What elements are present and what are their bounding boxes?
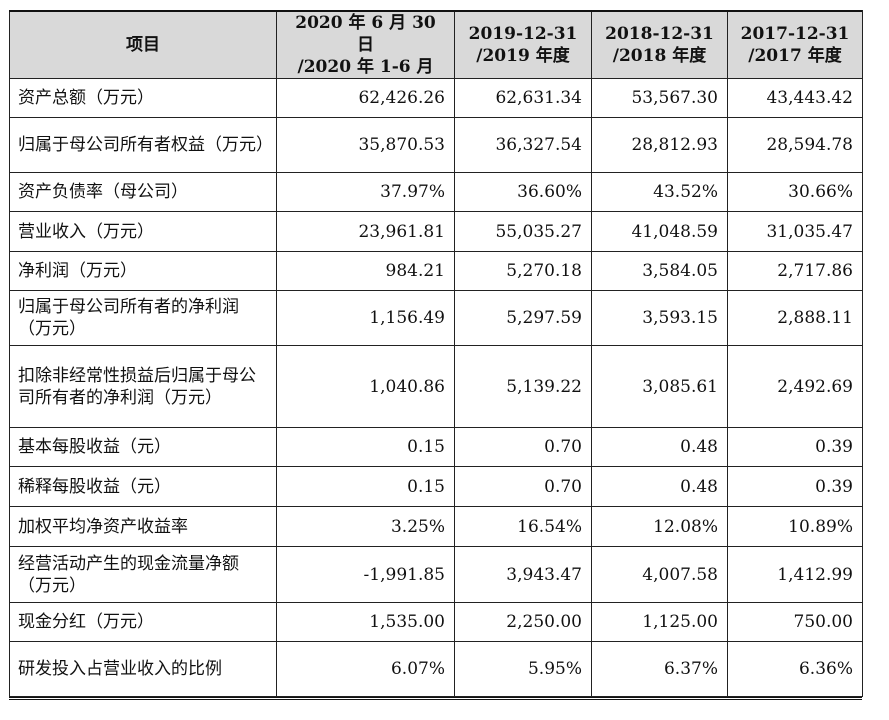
row-label: 归属于母公司所有者权益（万元） [9,117,277,173]
cell-value: 16.54% [454,506,592,547]
cell-value: 3,085.61 [591,345,728,428]
cell-value: 1,125.00 [591,602,728,642]
cell-value: 41,048.59 [591,211,728,252]
row-label: 基本每股收益（元） [9,427,277,467]
header-2017-line1: 2017-12-31 [740,23,850,44]
cell-value: 0.15 [276,466,455,507]
cell-value: 43,443.42 [727,78,863,118]
row-label: 归属于母公司所有者的净利润（万元） [9,290,277,346]
cell-value: 1,040.86 [276,345,455,428]
table-row: 经营活动产生的现金流量净额（万元） -1,991.85 3,943.47 4,0… [9,546,863,603]
cell-value: 53,567.30 [591,78,728,118]
table-row: 基本每股收益（元） 0.15 0.70 0.48 0.39 [9,427,863,467]
table-row: 加权平均净资产收益率 3.25% 16.54% 12.08% 10.89% [9,506,863,547]
table-row: 净利润（万元） 984.21 5,270.18 3,584.05 2,717.8… [9,251,863,291]
table-row: 资产总额（万元） 62,426.26 62,631.34 53,567.30 4… [9,78,863,118]
row-label: 经营活动产生的现金流量净额（万元） [9,546,277,603]
cell-value: 2,492.69 [727,345,863,428]
cell-value: 0.48 [591,466,728,507]
row-label: 净利润（万元） [9,251,277,291]
cell-value: 62,631.34 [454,78,592,118]
cell-value: 1,156.49 [276,290,455,346]
cell-value: 5,270.18 [454,251,592,291]
cell-value: 1,535.00 [276,602,455,642]
row-label: 营业收入（万元） [9,211,277,252]
cell-value: 4,007.58 [591,546,728,603]
header-item-text: 项目 [126,34,160,55]
header-2020h1: 2020 年 6 月 30 日 /2020 年 1-6 月 [276,10,455,79]
cell-value: 3.25% [276,506,455,547]
cell-value: 0.48 [591,427,728,467]
cell-value: 5,139.22 [454,345,592,428]
cell-value: 30.66% [727,172,863,212]
table-row: 归属于母公司所有者权益（万元） 35,870.53 36,327.54 28,8… [9,117,863,173]
header-2018-line1: 2018-12-31 [605,23,714,44]
cell-value: 3,584.05 [591,251,728,291]
cell-value: 0.70 [454,427,592,467]
cell-value: 0.39 [727,466,863,507]
cell-value: 35,870.53 [276,117,455,173]
table-header: 项目 2020 年 6 月 30 日 /2020 年 1-6 月 2019-12… [9,10,863,79]
header-2020h1-line1: 2020 年 6 月 30 日 [295,12,436,55]
cell-value: 750.00 [727,602,863,642]
header-2017-line2: /2017 年度 [748,45,842,66]
cell-value: 28,812.93 [591,117,728,173]
cell-value: 36,327.54 [454,117,592,173]
header-2019-line1: 2019-12-31 [468,23,578,44]
cell-value: 6.36% [727,641,863,697]
header-2018: 2018-12-31 /2018 年度 [591,10,728,79]
cell-value: 6.37% [591,641,728,697]
cell-value: 3,943.47 [454,546,592,603]
row-label: 稀释每股收益（元） [9,466,277,507]
cell-value: 0.15 [276,427,455,467]
financial-summary-table-wrapper: 项目 2020 年 6 月 30 日 /2020 年 1-6 月 2019-12… [9,10,863,697]
row-label: 加权平均净资产收益率 [9,506,277,547]
cell-value: 23,961.81 [276,211,455,252]
cell-value: 5.95% [454,641,592,697]
cell-value: 10.89% [727,506,863,547]
cell-value: 28,594.78 [727,117,863,173]
cell-value: 0.70 [454,466,592,507]
header-item: 项目 [9,10,277,79]
table-row: 研发投入占营业收入的比例 6.07% 5.95% 6.37% 6.36% [9,641,863,697]
header-2019-line2: /2019 年度 [476,45,570,66]
header-2020h1-line2: /2020 年 1-6 月 [297,56,434,77]
header-row: 项目 2020 年 6 月 30 日 /2020 年 1-6 月 2019-12… [9,10,863,79]
table-row: 归属于母公司所有者的净利润（万元） 1,156.49 5,297.59 3,59… [9,290,863,346]
cell-value: 31,035.47 [727,211,863,252]
cell-value: 1,412.99 [727,546,863,603]
row-label: 资产负债率（母公司） [9,172,277,212]
table-row: 稀释每股收益（元） 0.15 0.70 0.48 0.39 [9,466,863,507]
cell-value: 62,426.26 [276,78,455,118]
cell-value: 37.97% [276,172,455,212]
row-label: 扣除非经常性损益后归属于母公司所有者的净利润（万元） [9,345,277,428]
table-row: 现金分红（万元） 1,535.00 2,250.00 1,125.00 750.… [9,602,863,642]
cell-value: 3,593.15 [591,290,728,346]
header-2017: 2017-12-31 /2017 年度 [727,10,863,79]
cell-value: 12.08% [591,506,728,547]
table-row: 营业收入（万元） 23,961.81 55,035.27 41,048.59 3… [9,211,863,252]
cell-value: 5,297.59 [454,290,592,346]
table-body: 资产总额（万元） 62,426.26 62,631.34 53,567.30 4… [9,78,863,697]
financial-summary-table: 项目 2020 年 6 月 30 日 /2020 年 1-6 月 2019-12… [9,10,863,697]
cell-value: 0.39 [727,427,863,467]
row-label: 研发投入占营业收入的比例 [9,641,277,697]
header-2018-line2: /2018 年度 [612,45,707,66]
header-2019: 2019-12-31 /2019 年度 [454,10,592,79]
table-row: 资产负债率（母公司） 37.97% 36.60% 43.52% 30.66% [9,172,863,212]
table-row: 扣除非经常性损益后归属于母公司所有者的净利润（万元） 1,040.86 5,13… [9,345,863,428]
cell-value: 2,888.11 [727,290,863,346]
row-label: 资产总额（万元） [9,78,277,118]
row-label: 现金分红（万元） [9,602,277,642]
cell-value: 2,717.86 [727,251,863,291]
cell-value: 2,250.00 [454,602,592,642]
cell-value: 6.07% [276,641,455,697]
cell-value: 43.52% [591,172,728,212]
cell-value: -1,991.85 [276,546,455,603]
cell-value: 984.21 [276,251,455,291]
cell-value: 36.60% [454,172,592,212]
cell-value: 55,035.27 [454,211,592,252]
